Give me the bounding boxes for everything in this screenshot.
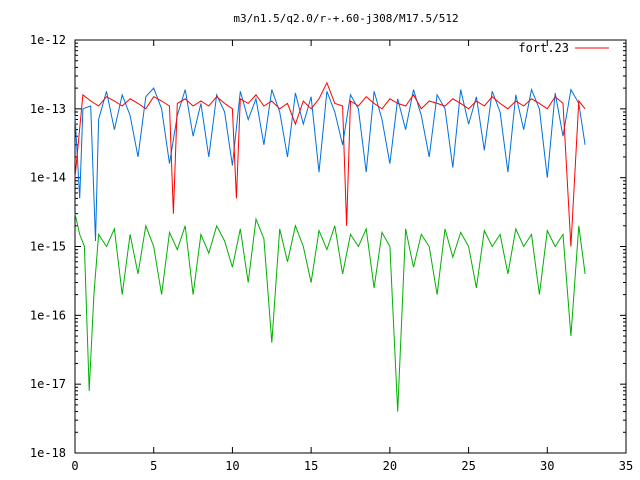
legend-label: fort.23 <box>518 41 569 55</box>
chart-title: m3/n1.5/q2.0/r-+.60-j308/M17.5/512 <box>233 12 458 25</box>
y-tick-label: 1e-13 <box>30 102 66 116</box>
x-tick-label: 20 <box>383 459 397 473</box>
series-line-3 <box>74 213 586 412</box>
x-tick-label: 15 <box>304 459 318 473</box>
legend: fort.23 <box>518 41 609 55</box>
y-tick-label: 1e-16 <box>30 308 66 322</box>
y-tick-label: 1e-12 <box>30 33 66 47</box>
x-tick-label: 35 <box>619 459 633 473</box>
y-tick-label: 1e-18 <box>30 446 66 460</box>
series-line-2 <box>74 87 586 242</box>
series-line-1 <box>74 81 586 247</box>
x-tick-label: 0 <box>71 459 78 473</box>
x-tick-label: 25 <box>461 459 475 473</box>
y-tick-label: 1e-15 <box>30 240 66 254</box>
plot-area <box>74 81 586 412</box>
y-tick-label: 1e-17 <box>30 377 66 391</box>
y-tick-label: 1e-14 <box>30 171 66 185</box>
x-tick-label: 30 <box>540 459 554 473</box>
axes: 0 5 10 15 20 25 30 35 1e-18 1e-17 1e-16 1e-15 1e-14 1… <box>30 33 633 473</box>
x-tick-label: 10 <box>225 459 239 473</box>
x-tick-label: 5 <box>150 459 157 473</box>
